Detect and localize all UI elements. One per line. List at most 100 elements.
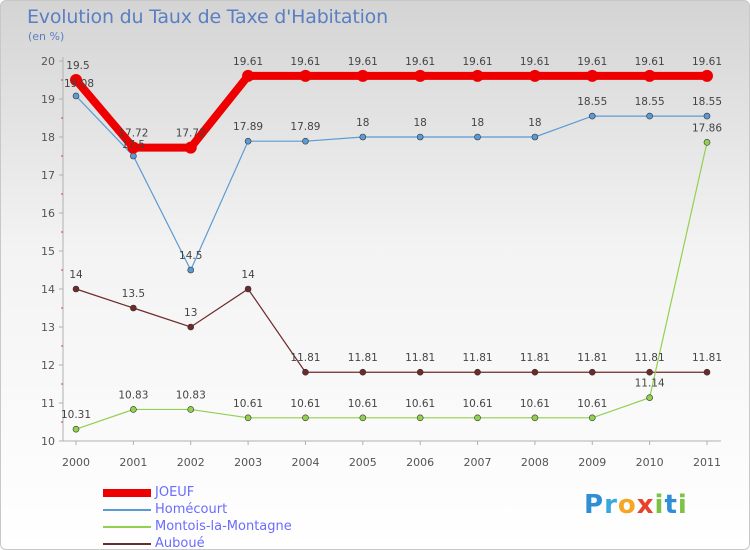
data-point	[416, 368, 424, 376]
x-tick-label: 2011	[693, 456, 721, 469]
data-label: 10.61	[520, 398, 550, 410]
data-point	[130, 406, 137, 413]
data-point	[646, 368, 653, 376]
data-point	[244, 285, 252, 293]
data-point	[531, 368, 539, 376]
y-tick-label: 17	[41, 169, 55, 182]
data-point	[130, 152, 137, 160]
legend-label: Homécourt	[155, 502, 228, 517]
data-point	[302, 414, 309, 422]
data-label: 10.61	[577, 398, 607, 410]
data-point	[187, 266, 195, 274]
data-label: 19.61	[348, 56, 378, 68]
data-label: 19.61	[463, 56, 493, 68]
data-label: 17.89	[233, 121, 263, 133]
data-label: 11.81	[405, 352, 435, 364]
data-point	[703, 112, 711, 120]
logo-letter: t	[664, 490, 678, 520]
data-point	[646, 112, 653, 120]
data-label: 17.72	[176, 128, 206, 140]
data-label: 19.5	[66, 60, 89, 72]
data-point	[414, 69, 427, 82]
data-point	[130, 304, 137, 312]
data-point	[187, 323, 195, 331]
y-tick-label: 11	[41, 397, 55, 410]
data-point	[359, 133, 367, 141]
data-point	[356, 69, 369, 82]
data-point	[531, 414, 539, 422]
data-point	[703, 368, 711, 376]
y-tick-label: 16	[41, 207, 55, 220]
data-label: 11.81	[290, 352, 320, 364]
data-point	[474, 133, 481, 141]
data-label: 10.61	[290, 398, 320, 410]
data-point	[531, 133, 539, 141]
data-point	[416, 414, 424, 422]
chart-axes: 10 11 12 13 14 15 16 17 18 19 20 2000 2001 2002 2003 20…	[41, 55, 721, 469]
data-label: 18	[413, 117, 426, 129]
series-line-joeuf	[72, 71, 707, 152]
data-point	[528, 69, 541, 82]
data-label: 19.61	[233, 56, 263, 68]
series-points	[70, 69, 713, 433]
data-point	[643, 69, 656, 82]
legend-swatch	[103, 509, 151, 511]
data-label: 19.61	[405, 56, 435, 68]
data-point	[586, 69, 599, 82]
data-point	[72, 92, 80, 100]
y-tick-label: 15	[41, 245, 55, 258]
data-point	[359, 368, 367, 376]
x-tick-label: 2003	[234, 456, 262, 469]
data-label: 13	[184, 307, 197, 319]
data-label: 10.61	[348, 398, 378, 410]
legend-label: JOEUF	[155, 485, 195, 500]
series-line-aubou-	[75, 288, 707, 373]
data-label: 18.55	[635, 96, 665, 108]
data-label: 18.55	[692, 96, 722, 108]
data-label: 11.81	[635, 352, 665, 364]
data-point	[474, 368, 481, 376]
x-tick-label: 2005	[349, 456, 377, 469]
data-label: 10.83	[176, 389, 206, 401]
data-label: 19.61	[520, 56, 550, 68]
x-tick-label: 2001	[119, 456, 147, 469]
y-tick-label: 18	[41, 131, 55, 144]
data-point	[127, 141, 140, 154]
series-line-montois-la-montagne	[75, 142, 708, 430]
legend-swatch	[103, 543, 151, 545]
data-label: 19.61	[635, 56, 665, 68]
data-point	[72, 425, 80, 433]
data-point	[187, 406, 195, 413]
data-point	[184, 141, 197, 154]
data-label: 17.72	[118, 128, 148, 140]
data-label: 11.81	[520, 352, 550, 364]
data-label: 10.31	[61, 409, 91, 421]
data-label: 10.83	[118, 389, 148, 401]
data-label: 17.89	[290, 121, 320, 133]
proxiti-logo: Proxiti	[584, 490, 688, 520]
x-tick-label: 2007	[464, 456, 492, 469]
data-label: 18	[356, 117, 369, 129]
data-label: 19.61	[577, 56, 607, 68]
data-point	[299, 69, 312, 82]
data-label: 18	[471, 117, 484, 129]
data-label: 11.81	[577, 352, 607, 364]
chart-title: Evolution du Taux de Taxe d'Habitation	[27, 6, 388, 28]
logo-letter: i	[677, 490, 688, 520]
data-labels: 19.5 17.72 17.72 19.61 19.61 19.61 19.61 19.61 1…	[61, 56, 722, 421]
logo-letter: x	[636, 490, 655, 520]
data-label: 10.61	[463, 398, 493, 410]
data-label: 18.55	[577, 96, 607, 108]
data-point	[588, 112, 596, 120]
series-lines	[72, 71, 708, 430]
data-label: 17.86	[692, 122, 722, 134]
x-tick-label: 2008	[521, 456, 549, 469]
y-tick-label: 20	[41, 55, 55, 68]
x-tick-label: 2009	[578, 456, 606, 469]
y-tick-label: 19	[41, 93, 55, 106]
data-label: 19.61	[692, 56, 722, 68]
data-label: 10.61	[405, 398, 435, 410]
y-tick-label: 13	[41, 321, 55, 334]
legend-swatch	[103, 526, 151, 528]
